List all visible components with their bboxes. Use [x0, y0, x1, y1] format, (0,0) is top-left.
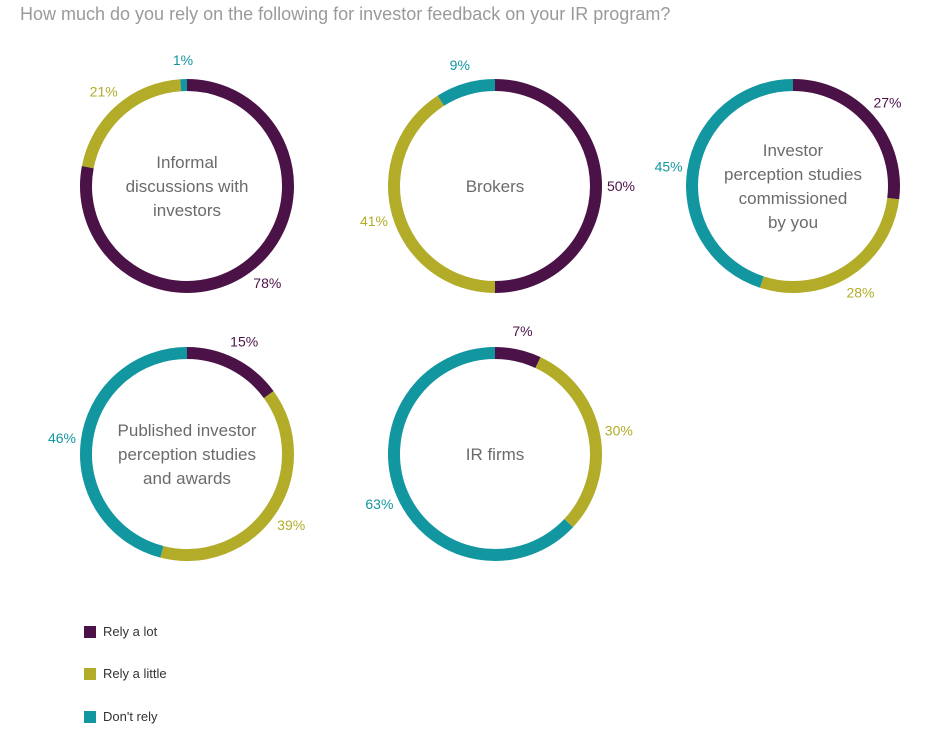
pct-label-published-studies-rely-a-little: 39%: [277, 517, 305, 533]
chart-question: How much do you rely on the following fo…: [20, 4, 671, 24]
pct-label-informal-discussions-rely-a-little: 21%: [90, 84, 118, 100]
legend-label-rely-a-lot: Rely a lot: [103, 624, 158, 639]
pct-label-published-studies-rely-a-lot: 15%: [230, 334, 258, 350]
donut-charts: 78% 21% 1% Informal discussions with investor…: [48, 52, 902, 561]
pct-label-ir-firms-rely-a-lot: 7%: [512, 323, 532, 339]
donut-segment-commissioned-studies-rely-a-lot: [792, 79, 900, 200]
donut-center-label-informal-discussions: Informal discussions with investors: [126, 153, 249, 220]
legend-label-dont-rely: Don't rely: [103, 709, 158, 724]
donut-segment-brokers-dont-rely: [437, 79, 496, 106]
donut-segment-published-studies-rely-a-little: [160, 391, 294, 561]
legend-swatch-dont-rely: [84, 710, 96, 723]
donut-segment-informal-discussions-rely-a-lot: [80, 79, 294, 293]
donut-segment-brokers-rely-a-little: [388, 95, 496, 293]
pct-label-brokers-rely-a-little: 41%: [360, 213, 388, 229]
pct-label-commissioned-studies-rely-a-lot: 27%: [873, 95, 901, 111]
pct-label-brokers-rely-a-lot: 50%: [607, 178, 635, 194]
legend-swatch-rely-a-lot: [84, 625, 96, 638]
donut-segment-published-studies-rely-a-lot: [186, 347, 274, 399]
legend-item-rely-a-lot: Rely a lot: [84, 624, 157, 639]
donut-segment-informal-discussions-rely-a-little: [81, 79, 182, 169]
donut-center-label-ir-firms: IR firms: [466, 445, 525, 464]
legend-swatch-rely-a-little: [84, 667, 96, 680]
pct-label-published-studies-dont-rely: 46%: [48, 430, 76, 446]
donut-segment-ir-firms-dont-rely: [388, 347, 573, 561]
pct-label-commissioned-studies-rely-a-little: 28%: [846, 284, 874, 300]
donut-segment-commissioned-studies-rely-a-little: [759, 197, 900, 293]
legend-item-rely-a-little: Rely a little: [84, 666, 167, 681]
donut-segment-published-studies-dont-rely: [79, 347, 188, 558]
pct-label-informal-discussions-rely-a-lot: 78%: [253, 275, 281, 291]
donut-segment-brokers-rely-a-lot: [494, 79, 602, 293]
donut-segment-ir-firms-rely-a-little: [535, 357, 602, 528]
donut-center-label-brokers: Brokers: [466, 177, 525, 196]
legend-label-rely-a-little: Rely a little: [103, 666, 167, 681]
pct-label-informal-discussions-dont-rely: 1%: [173, 52, 193, 68]
pct-label-ir-firms-dont-rely: 63%: [365, 496, 393, 512]
pct-label-ir-firms-rely-a-little: 30%: [605, 422, 633, 438]
pct-label-brokers-dont-rely: 9%: [450, 57, 470, 73]
donut-center-label-published-studies: Published investor perception studies and …: [118, 421, 257, 488]
pct-label-commissioned-studies-dont-rely: 45%: [655, 158, 683, 174]
legend-item-dont-rely: Don't rely: [84, 709, 158, 724]
donut-segment-commissioned-studies-dont-rely: [686, 79, 794, 288]
donut-center-label-commissioned-studies: Investor perception studies commissioned by…: [724, 141, 862, 232]
donut-segment-ir-firms-rely-a-lot: [494, 347, 541, 369]
